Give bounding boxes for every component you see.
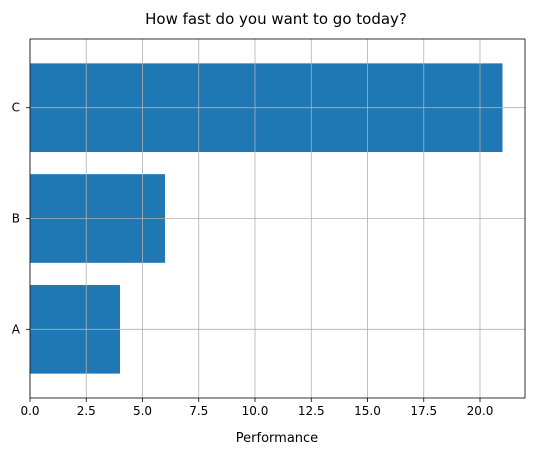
x-tick-label: 10.0 [242, 404, 269, 418]
x-tick-label: 15.0 [354, 404, 381, 418]
y-tick-label: B [12, 212, 20, 226]
axes: 0.0 2.5 5.0 7.5 10.0 12.5 15.0 17.5 20.0 A B C [12, 38, 526, 418]
grid-lines [29, 39, 525, 398]
y-tick-label: A [12, 322, 21, 336]
x-tick-label: 17.5 [410, 404, 437, 418]
x-tick-label: 2.5 [77, 404, 96, 418]
x-tick-label: 7.5 [189, 404, 208, 418]
x-tick-label: 0.0 [20, 404, 39, 418]
x-tick-label: 20.0 [467, 404, 494, 418]
y-tick-label: C [12, 101, 20, 115]
x-tick-label: 5.0 [133, 404, 152, 418]
x-tick-label: 12.5 [298, 404, 325, 418]
x-axis-label: Performance [236, 431, 318, 446]
chart-title: How fast do you want to go today? [145, 10, 407, 28]
